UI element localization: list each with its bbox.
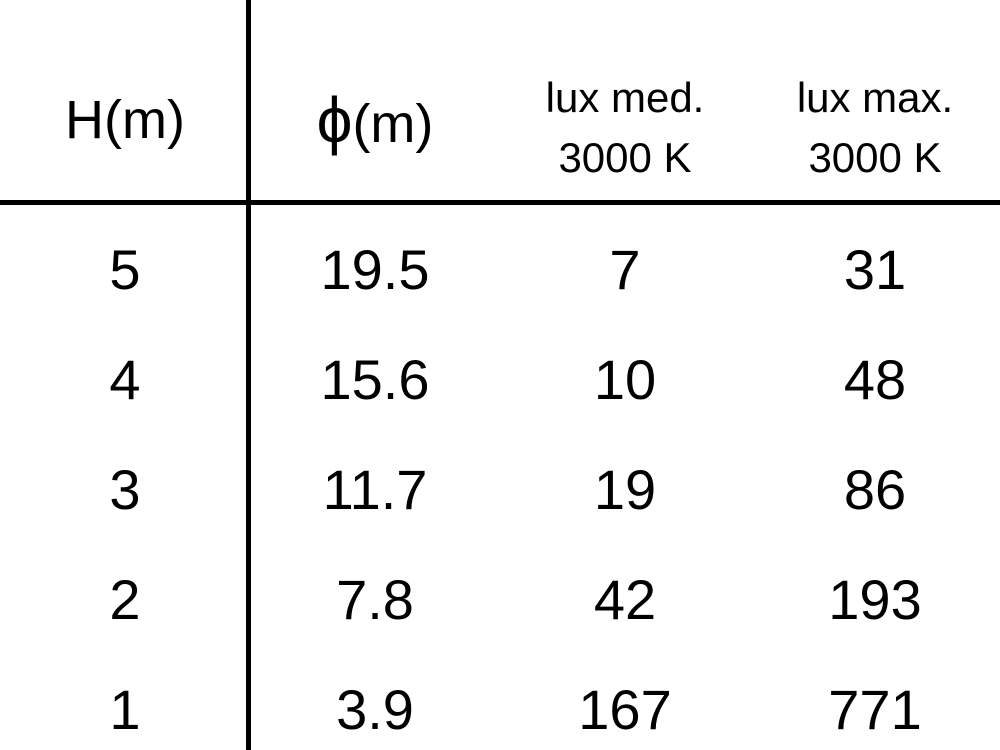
header-lux-max: lux max. 3000 K	[750, 68, 1000, 188]
cell-height: 2	[109, 568, 141, 631]
cell-lux-max: 193	[828, 568, 922, 631]
header-lux-max-label: lux max.	[796, 74, 954, 121]
header-lux-med: lux med. 3000 K	[500, 68, 750, 188]
header-lux-max-temp: 3000 K	[808, 134, 942, 181]
cell-lux-max: 86	[843, 458, 907, 521]
cell-diameter: 3.9	[336, 678, 414, 741]
cell-lux-max: 48	[843, 348, 907, 411]
column-divider	[246, 0, 251, 750]
cell-diameter: 11.7	[322, 458, 428, 521]
cell-diameter: 15.6	[320, 348, 430, 411]
header-lux-med-label: lux med.	[545, 74, 705, 121]
cell-lux-med: 10	[593, 348, 657, 411]
cell-diameter: 7.8	[336, 568, 414, 631]
header-divider	[0, 200, 1000, 205]
cell-height: 1	[109, 678, 141, 741]
header-diameter-unit: (m)	[352, 94, 434, 154]
cell-lux-med: 167	[578, 678, 672, 741]
cell-height: 3	[109, 458, 141, 521]
header-height: H(m)	[65, 90, 185, 150]
cell-height: 5	[109, 238, 141, 301]
header-lux-med-temp: 3000 K	[558, 134, 692, 181]
cell-lux-max: 771	[828, 678, 922, 741]
cell-height: 4	[109, 348, 141, 411]
cell-diameter: 19.5	[320, 238, 430, 301]
cell-lux-max: 31	[843, 238, 907, 301]
header-diameter: ϕ(m)	[250, 88, 500, 152]
cell-lux-med: 19	[593, 458, 657, 521]
cell-lux-med: 7	[609, 238, 641, 301]
cell-lux-med: 42	[593, 568, 657, 631]
phi-symbol: ϕ	[316, 84, 353, 156]
